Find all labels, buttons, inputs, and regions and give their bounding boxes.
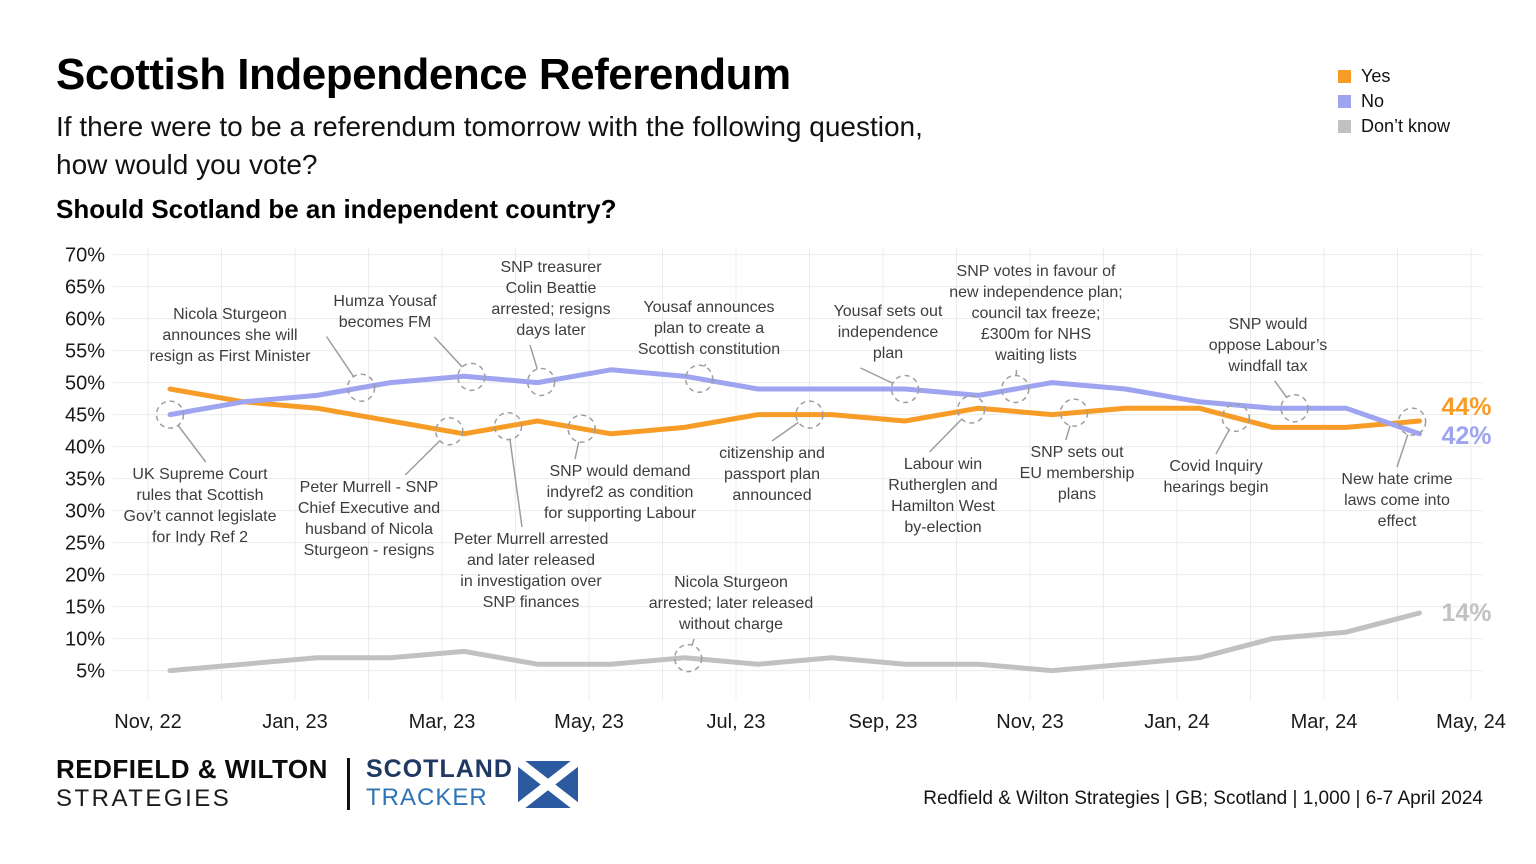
annotation-circle-covid-inquiry [1221,403,1250,433]
annotation-circle-indyref2-demand [567,414,596,443]
annotation-circle-sturgeon-resignation [346,373,376,402]
svg-text:Nov, 23: Nov, 23 [996,711,1063,733]
annotation-leader-constitution-plan [703,363,707,367]
annotation-leader-sturgeon-arrested [691,638,695,646]
end-label-2: 14% [1442,599,1492,627]
annotation-circle-uk-supreme-court [155,400,185,429]
annotation-leader-peter-murrell-arrested [509,439,523,528]
page-title: Scottish Independence Referendum [56,50,791,99]
svg-text:55%: 55% [65,341,105,363]
legend-swatch-dont-know [1338,120,1351,133]
line-series-0 [167,386,1422,437]
svg-text:35%: 35% [65,469,105,491]
annotation-leader-humza-yousaf-becomes-fm [433,336,463,368]
svg-text:45%: 45% [65,405,105,427]
annotation-leader-windfall-tax [1274,380,1288,398]
gridlines [113,247,1483,700]
annotation-leader-rutherglen-byelection [928,418,963,453]
svg-text:40%: 40% [65,437,105,459]
svg-text:25%: 25% [65,533,105,555]
annotation-leader-uk-supreme-court [177,424,207,463]
annotation-leader-indyref2-demand [574,441,580,460]
annotation-leader-peter-murrell-resigns [404,440,441,476]
legend-label-dont-know: Don’t know [1361,116,1451,136]
source-line: Redfield & Wilton Strategies | GB; Scotl… [923,788,1483,809]
svg-text:15%: 15% [65,597,105,619]
end-label-0: 44% [1442,393,1492,421]
annotation-circle-eu-membership-plans [1059,398,1089,427]
annotation-circle-snp-independence-vote [1001,374,1030,404]
svg-text:60%: 60% [65,309,105,331]
poll-question: Should Scotland be an independent countr… [56,194,617,224]
annotation-circle-rutherglen-byelection [956,395,986,424]
legend-item-yes: Yes [1338,64,1450,89]
tracker-subname: TRACKER [366,784,488,811]
annotation-leader-citizenship-passport-plan [771,421,799,442]
annotation-circle-yousaf-independence-plan [890,374,920,404]
svg-text:20%: 20% [65,565,105,587]
svg-text:Mar, 24: Mar, 24 [1291,711,1358,733]
legend-label-yes: Yes [1361,66,1391,86]
svg-text:10%: 10% [65,629,105,651]
svg-text:Sep, 23: Sep, 23 [849,711,918,733]
svg-text:May, 24: May, 24 [1436,711,1506,733]
svg-text:Mar, 23: Mar, 23 [409,711,476,733]
legend-swatch-yes [1338,70,1351,83]
annotation-circle-citizenship-passport-plan [795,400,824,429]
brand-subname: STRATEGIES [56,785,232,812]
redfield-wilton-logo: REDFIELD & WILTON STRATEGIES [56,756,328,811]
annotation-leader-hate-crime-laws [1396,434,1409,468]
annotation-circle-hate-crime-laws [1397,407,1427,436]
annotation-circle-sturgeon-arrested [673,643,703,673]
svg-text:70%: 70% [65,245,105,267]
svg-text:May, 23: May, 23 [554,711,624,733]
annotation-leader-covid-inquiry [1215,429,1230,455]
annotation-leader-yousaf-independence-plan [860,367,894,384]
annotation-leader-eu-membership-plans [1065,425,1071,441]
svg-text:5%: 5% [76,661,105,683]
svg-text:Jul, 23: Jul, 23 [707,711,766,733]
annotation-leader-sturgeon-resignation [325,336,355,377]
svg-text:Nov, 22: Nov, 22 [114,711,181,733]
svg-text:Jan, 23: Jan, 23 [262,711,328,733]
legend: Yes No Don’t know [1338,64,1450,139]
scotland-saltire-flag-icon [518,761,578,808]
annotation-circle-peter-murrell-resigns [435,416,464,446]
scotland-tracker-logo: SCOTLAND TRACKER [366,757,513,810]
legend-swatch-no [1338,95,1351,108]
svg-text:50%: 50% [65,373,105,395]
brand-name: REDFIELD & WILTON [56,754,328,784]
annotation-circle-humza-yousaf-becomes-fm [457,362,486,392]
svg-text:30%: 30% [65,501,105,523]
legend-item-dont-know: Don’t know [1338,114,1450,139]
legend-item-no: No [1338,89,1450,114]
annotation-circle-peter-murrell-arrested [493,411,523,441]
y-axis-labels: 5% 10% 15% 20% 25% 30% 35% 40% 45% 50% 55% 60% 65% 70… [65,245,105,683]
footer-divider [347,758,350,810]
svg-text:Jan, 24: Jan, 24 [1144,711,1210,733]
annotation-leader-colin-beattie-arrested [529,344,538,370]
legend-label-no: No [1361,91,1385,111]
annotation-circle-colin-beattie-arrested [526,367,556,397]
x-axis-labels: Nov, 22 Jan, 23 Mar, 23 May, 23 Jul, 23 Sep, … [114,711,1506,733]
tracker-name: SCOTLAND [366,755,513,783]
chart-subtitle: If there were to be a referendum tomorro… [56,111,923,180]
line-series-1 [167,367,1422,437]
svg-text:65%: 65% [65,277,105,299]
line-series-2 [167,610,1422,674]
annotation-circle-windfall-tax [1280,393,1309,423]
annotation-circle-constitution-plan [684,364,714,394]
end-label-1: 42% [1442,422,1492,450]
